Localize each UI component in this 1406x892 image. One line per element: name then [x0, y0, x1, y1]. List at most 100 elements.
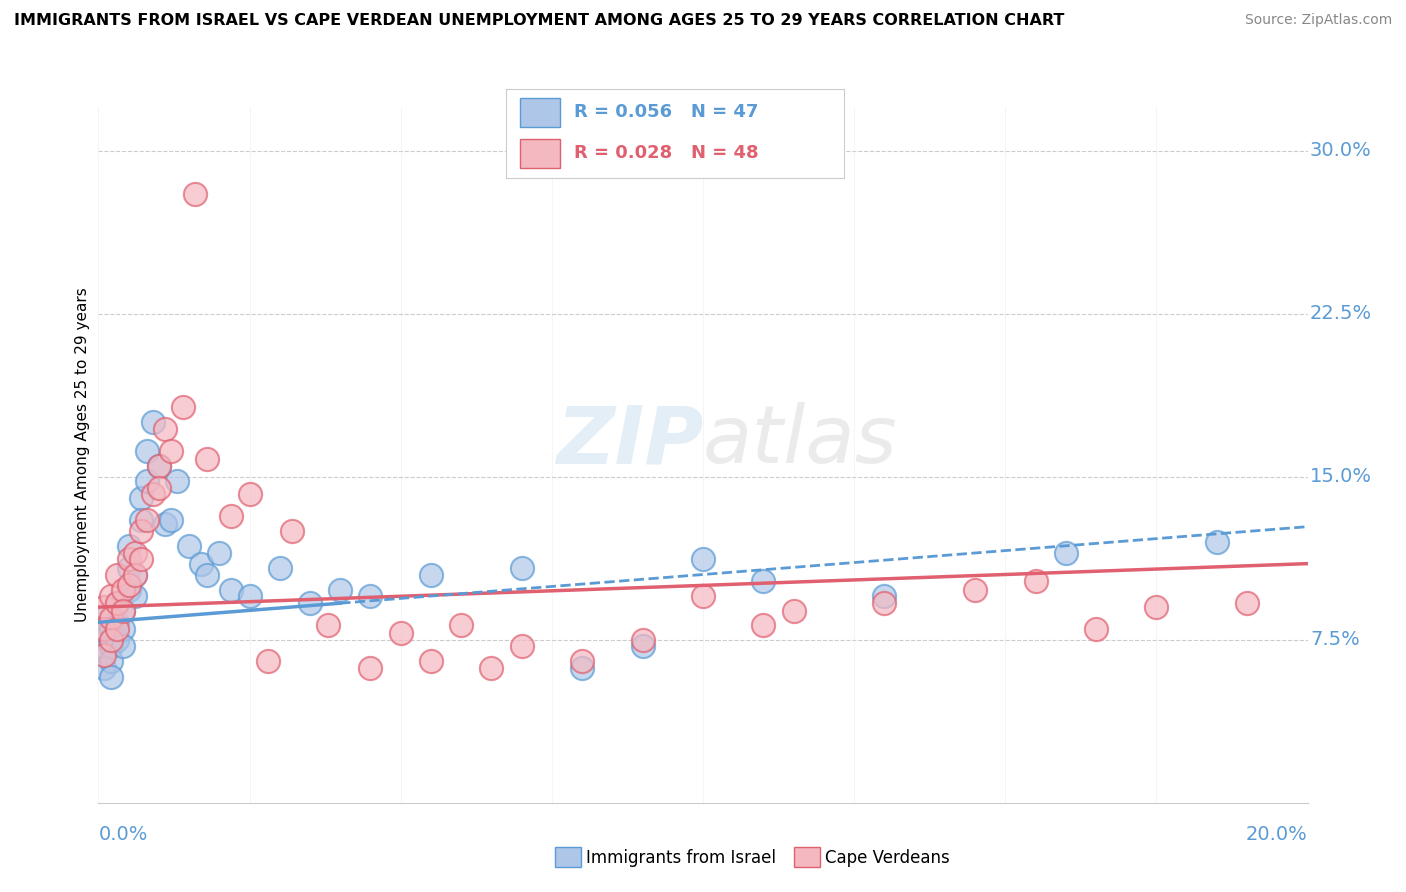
Text: R = 0.028   N = 48: R = 0.028 N = 48 — [574, 145, 758, 162]
Point — [118, 582, 141, 597]
Point — [172, 400, 194, 414]
Point — [208, 546, 231, 560]
Point — [148, 458, 170, 473]
Point — [510, 561, 533, 575]
Point — [124, 567, 146, 582]
Point — [782, 605, 804, 619]
Point — [631, 632, 654, 647]
Point — [1236, 596, 1258, 610]
Point — [100, 589, 122, 603]
Point — [93, 600, 115, 615]
Point — [142, 415, 165, 429]
Point — [256, 655, 278, 669]
Point — [111, 622, 134, 636]
Text: 22.5%: 22.5% — [1310, 304, 1372, 323]
Point — [124, 546, 146, 560]
Point — [571, 661, 593, 675]
Point — [752, 617, 775, 632]
Point — [1144, 600, 1167, 615]
Text: 7.5%: 7.5% — [1310, 631, 1360, 649]
Point — [100, 632, 122, 647]
Point — [195, 452, 218, 467]
Point — [184, 186, 207, 201]
Point — [166, 474, 188, 488]
Point — [118, 578, 141, 592]
Point — [692, 589, 714, 603]
Point — [269, 561, 291, 575]
Text: Cape Verdeans: Cape Verdeans — [825, 849, 950, 867]
Point — [148, 458, 170, 473]
Point — [93, 611, 115, 625]
Point — [316, 617, 339, 632]
Text: 20.0%: 20.0% — [1246, 825, 1308, 844]
Point — [195, 567, 218, 582]
Y-axis label: Unemployment Among Ages 25 to 29 years: Unemployment Among Ages 25 to 29 years — [75, 287, 90, 623]
Point — [299, 596, 322, 610]
Point — [1206, 535, 1229, 549]
Point — [105, 596, 128, 610]
Point — [1054, 546, 1077, 560]
Point — [100, 611, 122, 625]
Text: atlas: atlas — [703, 402, 898, 480]
Point — [221, 582, 243, 597]
Point — [100, 639, 122, 653]
Bar — [520, 98, 560, 127]
Text: IMMIGRANTS FROM ISRAEL VS CAPE VERDEAN UNEMPLOYMENT AMONG AGES 25 TO 29 YEARS CO: IMMIGRANTS FROM ISRAEL VS CAPE VERDEAN U… — [14, 13, 1064, 29]
Point — [190, 557, 212, 571]
Point — [389, 626, 412, 640]
Point — [148, 481, 170, 495]
Text: Immigrants from Israel: Immigrants from Israel — [586, 849, 776, 867]
Point — [153, 422, 176, 436]
Text: R = 0.056   N = 47: R = 0.056 N = 47 — [574, 103, 758, 121]
Point — [118, 561, 141, 575]
Point — [692, 552, 714, 566]
Point — [129, 513, 152, 527]
Point — [124, 589, 146, 603]
Point — [111, 582, 134, 597]
Point — [100, 670, 122, 684]
Point — [481, 661, 503, 675]
Point — [105, 567, 128, 582]
Point — [873, 596, 896, 610]
Point — [160, 443, 183, 458]
Point — [329, 582, 352, 597]
Point — [93, 648, 115, 662]
Point — [239, 589, 262, 603]
Point — [118, 552, 141, 566]
Point — [160, 513, 183, 527]
Point — [239, 487, 262, 501]
Point — [93, 643, 115, 657]
Point — [129, 491, 152, 506]
Point — [965, 582, 987, 597]
Point — [129, 552, 152, 566]
Point — [281, 524, 304, 538]
Text: 30.0%: 30.0% — [1310, 141, 1372, 160]
Point — [419, 567, 441, 582]
Text: 0.0%: 0.0% — [98, 825, 148, 844]
Text: ZIP: ZIP — [555, 402, 703, 480]
Text: Source: ZipAtlas.com: Source: ZipAtlas.com — [1244, 13, 1392, 28]
Bar — [520, 139, 560, 168]
Point — [360, 661, 382, 675]
Point — [100, 622, 122, 636]
Point — [105, 596, 128, 610]
Point — [221, 508, 243, 523]
Point — [450, 617, 472, 632]
Point — [111, 605, 134, 619]
Point — [124, 567, 146, 582]
Point — [100, 655, 122, 669]
Point — [1085, 622, 1108, 636]
Point — [1024, 574, 1046, 588]
Point — [419, 655, 441, 669]
Point — [111, 639, 134, 653]
Point — [135, 513, 157, 527]
Point — [571, 655, 593, 669]
Point — [118, 539, 141, 553]
Point — [105, 622, 128, 636]
Point — [93, 626, 115, 640]
Point — [142, 487, 165, 501]
Point — [153, 517, 176, 532]
Point — [93, 622, 115, 636]
Point — [105, 615, 128, 630]
Point — [177, 539, 201, 553]
